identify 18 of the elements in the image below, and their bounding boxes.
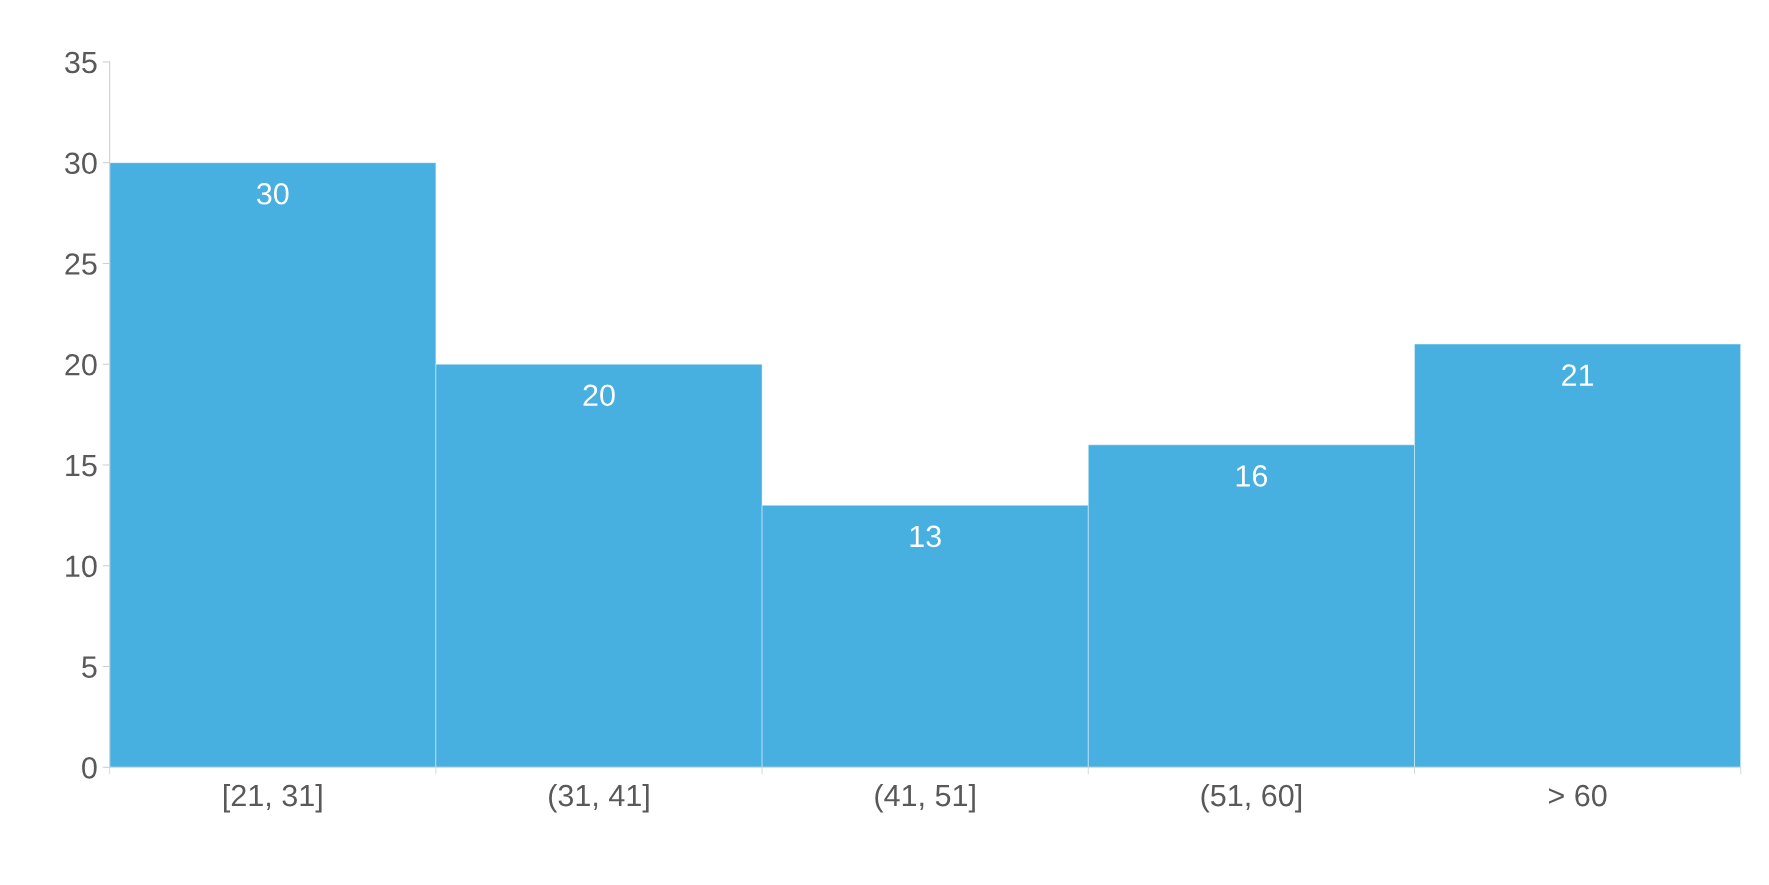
y-tick-label: 35 <box>65 51 97 74</box>
x-tick-label: > 60 <box>1548 784 1607 807</box>
y-tick-label: 30 <box>65 152 97 175</box>
y-tick-label: 20 <box>65 353 97 376</box>
x-tick-label: [21, 31] <box>224 783 322 813</box>
data-label: 16 <box>1236 465 1268 487</box>
y-tick-label: 15 <box>66 455 97 477</box>
data-label: 21 <box>1562 364 1594 386</box>
x-tick-label: (51, 60] <box>1201 783 1302 813</box>
y-tick-label: 5 <box>82 656 97 678</box>
data-label: 13 <box>910 525 941 548</box>
data-label: 20 <box>583 384 615 407</box>
y-tick-label: 0 <box>82 757 97 779</box>
data-label: 30 <box>256 182 289 205</box>
x-tick-label: (31, 41] <box>549 783 649 813</box>
x-tick-label: (41, 51] <box>875 783 975 813</box>
y-tick-label: 25 <box>65 253 97 275</box>
y-tick-label: 10 <box>66 555 97 578</box>
